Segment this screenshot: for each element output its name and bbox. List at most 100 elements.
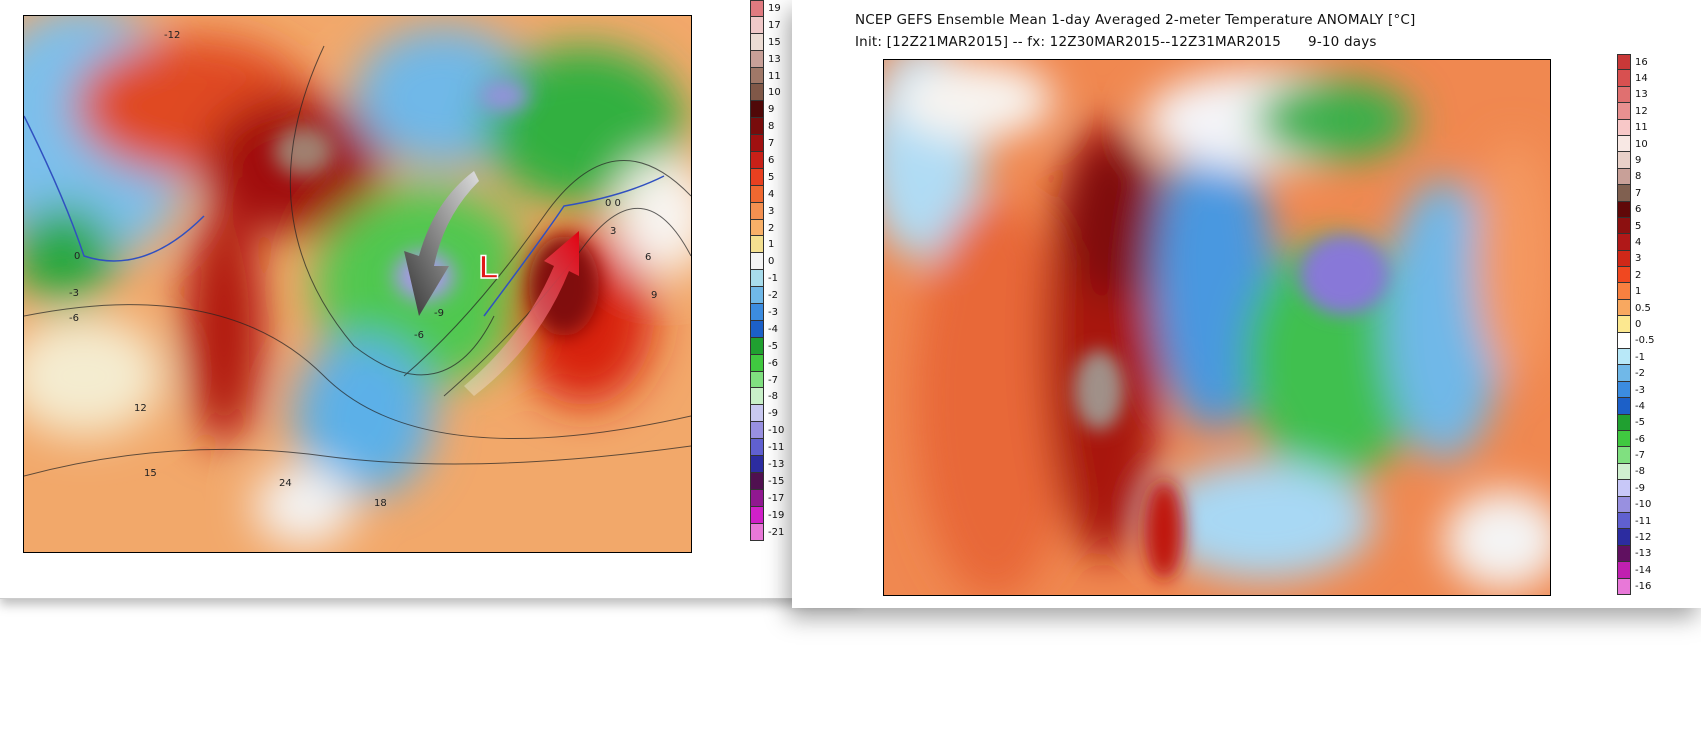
colorbar-entry: 11 <box>750 67 784 85</box>
contour-label: -6 <box>414 330 424 341</box>
colorbar-swatch <box>1617 299 1631 317</box>
colorbar-label: -7 <box>768 374 778 386</box>
colorbar-label: 14 <box>1635 73 1648 85</box>
colorbar-label: -4 <box>1635 400 1645 412</box>
colorbar-entry: 8 <box>1617 168 1655 186</box>
colorbar-label: -13 <box>768 458 785 470</box>
low-pressure-marker: L <box>479 249 499 285</box>
colorbar-entry: -10 <box>1617 496 1655 513</box>
colorbar-label: -17 <box>768 492 785 504</box>
colorbar-label: -14 <box>1635 564 1652 576</box>
colorbar-entry: -12 <box>1617 529 1655 546</box>
colorbar-label: 15 <box>768 36 781 48</box>
colorbar-label: 10 <box>1635 138 1648 150</box>
colorbar-swatch <box>1617 447 1631 464</box>
colorbar-entry: -3 <box>750 304 784 321</box>
colorbar-entry: 2 <box>1617 267 1655 284</box>
colorbar-swatch <box>750 506 764 524</box>
colorbar-entry: 7 <box>1617 185 1655 202</box>
colorbar-entry: -9 <box>1617 480 1655 497</box>
colorbar-swatch <box>1617 512 1631 530</box>
colorbar-label: -5 <box>1635 417 1645 429</box>
colorbar-label: -1 <box>768 273 778 285</box>
colorbar-entry: -8 <box>750 388 784 406</box>
colorbar-label: 9 <box>768 104 775 116</box>
colorbar-label: 3 <box>768 205 775 217</box>
colorbar-label: -10 <box>768 425 785 437</box>
colorbar-swatch <box>750 118 764 136</box>
colorbar-swatch <box>750 287 764 305</box>
colorbar-label: -16 <box>1635 581 1652 593</box>
colorbar-swatch <box>1617 398 1631 415</box>
colorbar-label: 0 <box>768 256 775 268</box>
colorbar-entry: -19 <box>750 506 785 524</box>
colorbar-label: 3 <box>1635 253 1642 265</box>
colorbar-label: -0.5 <box>1635 335 1655 347</box>
colorbar-entry: 4 <box>750 185 784 203</box>
warm-air-arrow <box>464 231 579 396</box>
colorbar-swatch <box>1617 463 1631 481</box>
colorbar-entry: 19 <box>750 0 784 17</box>
colorbar-swatch <box>750 84 764 102</box>
colorbar-entry: -1 <box>750 270 784 288</box>
colorbar-label: 13 <box>768 53 781 65</box>
colorbar-swatch <box>750 67 764 85</box>
colorbar-label: 7 <box>1635 187 1642 199</box>
colorbar-swatch <box>1617 349 1631 366</box>
colorbar-entry: 14 <box>1617 70 1655 87</box>
contour-label: -12 <box>164 30 180 41</box>
contour-label: 15 <box>144 468 157 479</box>
colorbar-label: -13 <box>1635 548 1652 560</box>
colorbar-label: -19 <box>768 509 785 521</box>
colorbar-label: 2 <box>768 222 775 234</box>
colorbar-label: 1 <box>1635 286 1642 298</box>
contour-label: 0 <box>74 251 80 262</box>
contour-label: 18 <box>374 498 387 509</box>
colorbar-label: 0.5 <box>1635 302 1651 314</box>
colorbar-entry: -4 <box>750 320 784 338</box>
contour-label: 6 <box>645 252 651 263</box>
colorbar-label: -4 <box>768 323 778 335</box>
left-forecast-panel: L -12 0 -3 -6 12 15 24 18 9 6 3 0 0 -6 -… <box>0 0 858 599</box>
colorbar-swatch <box>1617 267 1631 284</box>
colorbar-label: -6 <box>768 357 778 369</box>
colorbar-swatch <box>1617 562 1631 579</box>
colorbar-entry: -7 <box>1617 447 1655 464</box>
colorbar-entry: 6 <box>750 152 784 169</box>
colorbar-swatch <box>1617 529 1631 546</box>
colorbar-entry: -0.5 <box>1617 332 1655 350</box>
colorbar-swatch <box>750 202 764 220</box>
colorbar-entry: -10 <box>750 422 785 440</box>
colorbar-swatch <box>750 304 764 321</box>
colorbar-entry: -6 <box>1617 430 1655 448</box>
right-temperature-anomaly-map <box>883 59 1551 596</box>
colorbar-entry: -14 <box>1617 562 1655 579</box>
colorbar-entry: -5 <box>750 337 784 355</box>
colorbar-entry: 4 <box>1617 234 1655 251</box>
colorbar-entry: -13 <box>1617 545 1655 563</box>
colorbar-entry: 7 <box>750 135 784 153</box>
colorbar-label: -21 <box>768 526 785 538</box>
colorbar-swatch <box>750 320 764 338</box>
contour-label: 12 <box>134 403 147 414</box>
colorbar-label: 8 <box>768 121 775 133</box>
colorbar-swatch <box>1617 332 1631 350</box>
colorbar-label: 4 <box>1635 236 1642 248</box>
colorbar-entry: 9 <box>1617 152 1655 169</box>
colorbar-label: -11 <box>1635 515 1652 527</box>
colorbar-entry: 13 <box>1617 86 1655 104</box>
colorbar-entry: -2 <box>750 287 784 305</box>
colorbar-swatch <box>750 185 764 203</box>
colorbar-swatch <box>1617 414 1631 431</box>
colorbar-entry: -5 <box>1617 414 1655 431</box>
colorbar-swatch <box>750 523 764 541</box>
colorbar-entry: 3 <box>750 202 784 220</box>
colorbar-label: -3 <box>1635 384 1645 396</box>
contour-label: 24 <box>279 478 292 489</box>
colorbar-swatch <box>750 253 764 271</box>
colorbar-swatch <box>750 168 764 186</box>
colorbar-swatch <box>1617 217 1631 235</box>
colorbar-label: 9 <box>1635 155 1642 167</box>
colorbar-entry: -11 <box>1617 512 1655 530</box>
colorbar-swatch <box>750 354 764 372</box>
